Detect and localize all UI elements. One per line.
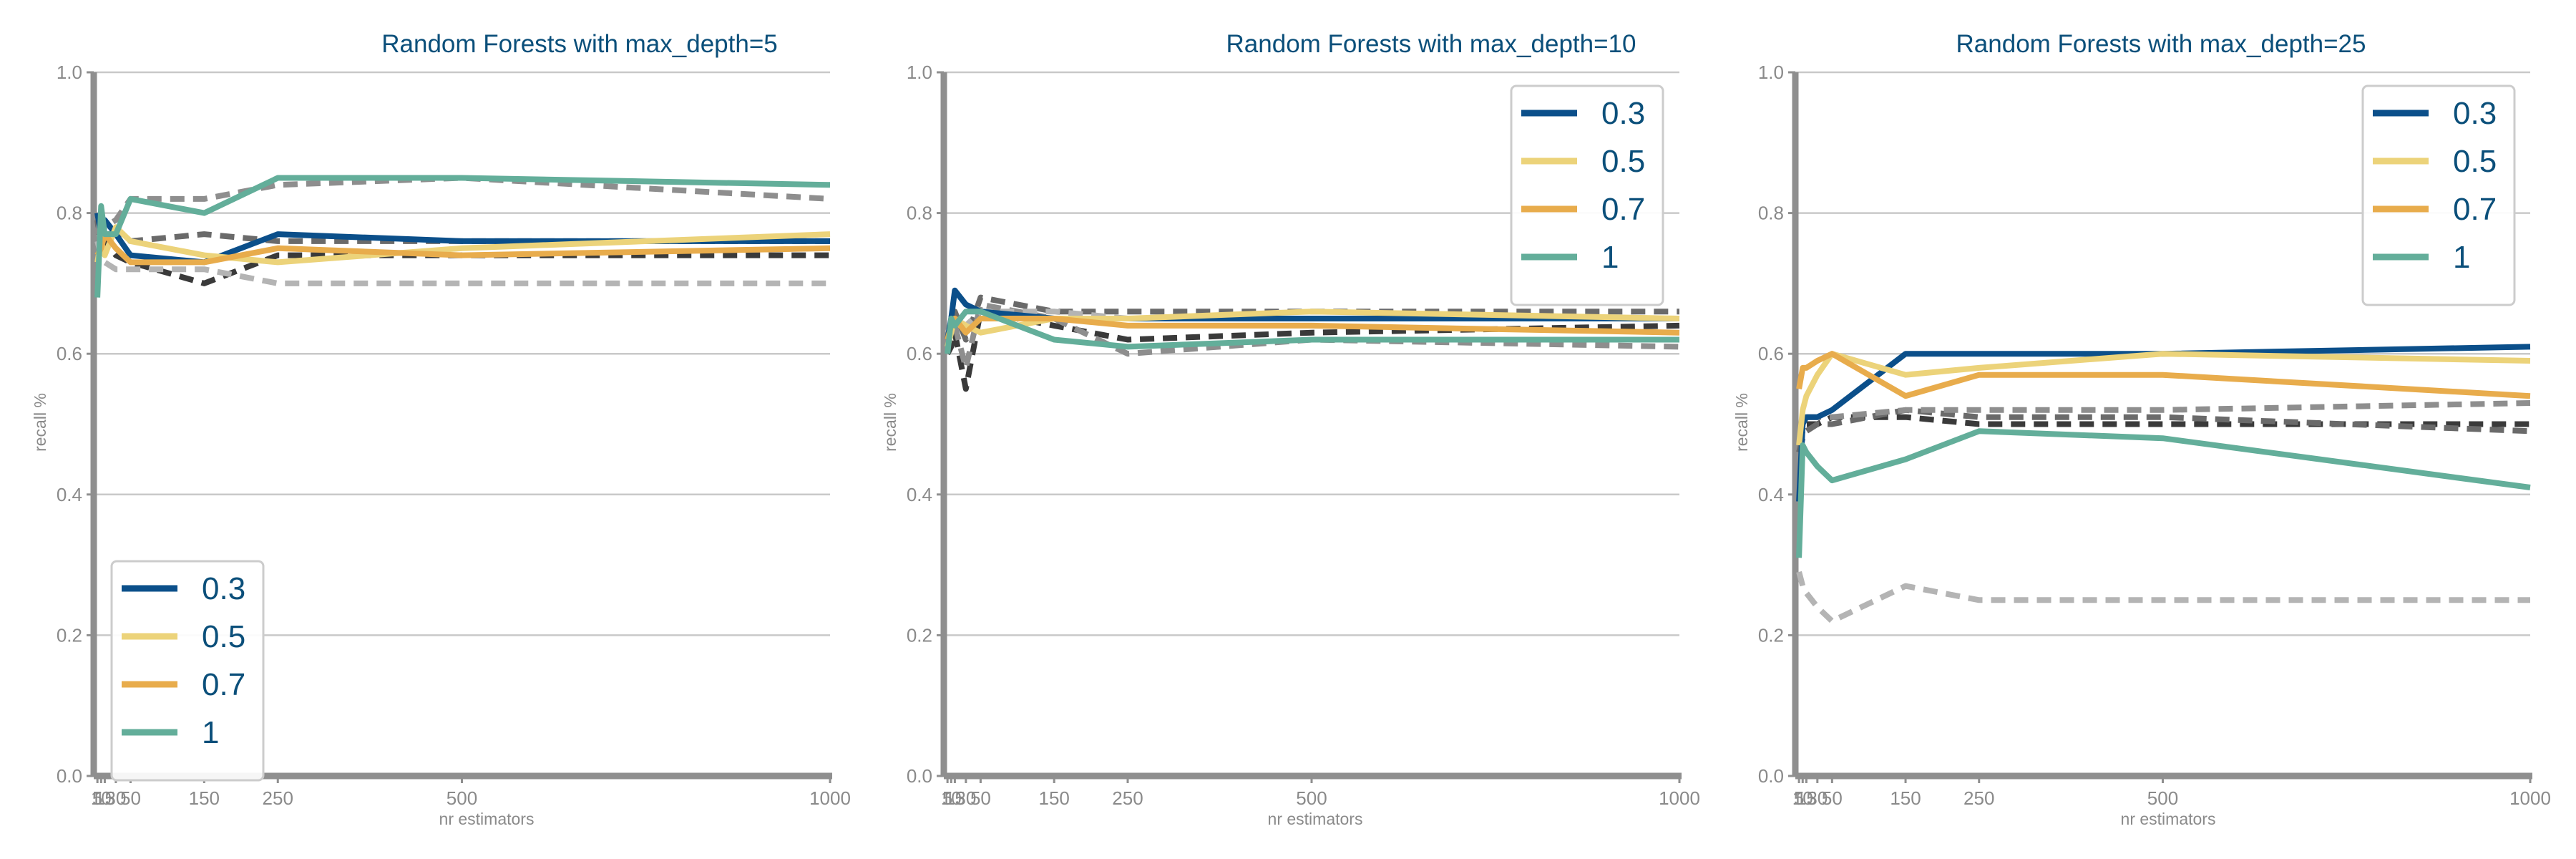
x-tick-label: 250 [263,787,293,809]
chart-title: Random Forests with max_depth=10 [1226,30,1636,58]
legend-box [2361,84,2516,306]
x-tick-label: 50 [970,787,991,809]
x-tick-label: 15 [945,787,965,809]
x-tick-label: 15 [94,787,115,809]
y-tick-label: 0.8 [1758,203,1784,224]
y-tick-label: 0.0 [1758,765,1784,787]
legend-box [110,560,265,782]
legend: 0.3 0.5 0.7 1 [2361,84,2516,306]
y-tick-label: 0.2 [57,624,82,646]
x-axis-label: nr estimators [439,810,535,828]
x-tick-label: 150 [189,787,220,809]
legend-label: 0.3 [1601,96,1645,131]
x-tick-label: 500 [2147,787,2178,809]
x-tick-label: 5 [92,787,102,809]
chart-panel-3: Random Forests with max_depth=25 nr esti… [1732,30,2551,828]
legend-label: 0.3 [202,571,245,606]
legend-box [1510,84,1664,306]
y-tick-label: 0.0 [57,765,82,787]
y-tick-label: 1.0 [57,62,82,83]
x-tick-label: 500 [1296,787,1327,809]
series-line-0.7 [1796,351,2531,399]
legend-label: 0.7 [2453,192,2497,227]
x-axis-label: nr estimators [2121,810,2216,828]
x-tick-label: 50 [120,787,141,809]
x-tick-label: 5 [1794,787,1804,809]
x-tick-label: 10 [1792,787,1813,809]
series-line-1 [1796,428,2531,558]
y-axis-label: recall % [1732,393,1751,452]
chart-title: Random Forests with max_depth=25 [1956,30,2366,58]
y-axis-label: recall % [881,393,899,452]
x-tick-label: 30 [1807,787,1828,809]
y-tick-label: 1.0 [907,62,932,83]
y-tick-label: 0.0 [907,765,932,787]
legend-label: 0.3 [2453,96,2497,131]
x-tick-label: 50 [1822,787,1843,809]
x-tick-label: 150 [1890,787,1921,809]
chart-panel-2: Random Forests with max_depth=10 nr esti… [881,30,1700,828]
y-tick-label: 0.4 [57,484,82,505]
series-line-0.3 [1796,344,2531,502]
baseline-series-line [94,240,830,286]
baseline-series-line [1796,571,2530,624]
y-tick-label: 0.6 [907,343,932,364]
x-tick-label: 250 [1963,787,1994,809]
x-tick-label: 10 [91,787,112,809]
legend: 0.3 0.5 0.7 1 [1510,84,1664,306]
legend-label: 0.7 [202,667,245,702]
x-tick-label: 150 [1039,787,1070,809]
y-tick-label: 0.2 [1758,624,1784,646]
legend-label: 0.5 [2453,144,2497,179]
x-tick-label: 250 [1112,787,1143,809]
x-tick-label: 10 [941,787,962,809]
x-axis-label: nr estimators [1268,810,1363,828]
series-line-1 [94,175,831,298]
y-tick-label: 0.8 [907,203,932,224]
baseline-series-line [1796,400,2531,440]
x-tick-label: 15 [1796,787,1817,809]
legend-label: 0.7 [1601,192,1645,227]
baseline-series-line [94,175,831,235]
legend-label: 1 [202,715,219,750]
x-tick-label: 500 [447,787,477,809]
legend-label: 0.5 [202,619,245,654]
y-axis-label: recall % [31,393,49,452]
baseline-series-line [945,309,1680,392]
y-tick-label: 0.6 [1758,343,1784,364]
x-tick-label: 1000 [809,787,851,809]
legend-label: 1 [2453,240,2470,275]
y-tick-label: 0.4 [1758,484,1784,505]
y-tick-label: 1.0 [1758,62,1784,83]
y-tick-label: 0.2 [907,624,932,646]
y-tick-label: 0.6 [57,343,82,364]
chart-title: Random Forests with max_depth=5 [381,30,777,58]
x-tick-label: 1000 [2509,787,2551,809]
x-tick-label: 1000 [1659,787,1700,809]
legend: 0.3 0.5 0.7 1 [110,560,265,782]
legend-label: 1 [1601,240,1619,275]
x-tick-label: 5 [942,787,952,809]
series-line-0.5 [1796,351,2531,446]
chart-panel-1: Random Forests with max_depth=5 nr estim… [31,30,851,828]
y-tick-label: 0.8 [57,203,82,224]
series-line-1 [945,309,1679,354]
x-tick-label: 30 [105,787,126,809]
x-tick-label: 30 [955,787,976,809]
legend-label: 0.5 [1601,144,1645,179]
baseline-series-line [1796,407,2531,453]
y-tick-label: 0.4 [907,484,932,505]
